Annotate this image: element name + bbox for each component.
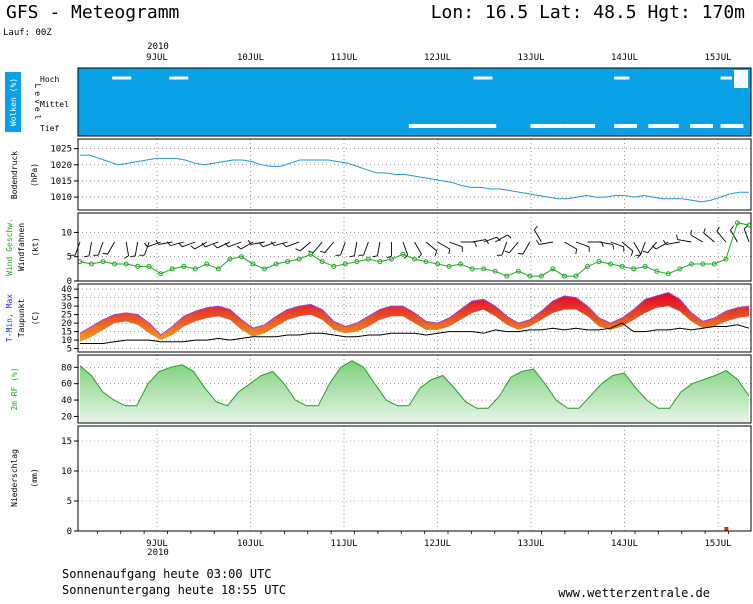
cloud-segment-hoch: [734, 70, 748, 88]
tick-label: 1010: [50, 193, 72, 203]
cloud-panel: Wolken (%) Level Hoch Mittel Tief: [5, 68, 751, 136]
site-url: www.wetterzentrale.de: [558, 586, 710, 600]
tick-label: 5: [67, 497, 72, 507]
tick-label: 40: [61, 285, 72, 295]
cloud-segment-tief: [648, 124, 678, 128]
cloud-segment-hoch: [169, 77, 188, 80]
cloud-level-mid: Mittel: [40, 100, 69, 109]
run-label: Lauf: 00Z: [3, 28, 52, 38]
day-label-top: 11JUL: [330, 53, 357, 63]
day-label-bottom: 13JUL: [517, 539, 544, 549]
day-label-top: 12JUL: [424, 53, 451, 63]
cloud-segment-hoch: [112, 77, 131, 80]
day-label-bottom: 10JUL: [237, 539, 264, 549]
tick-label: 15: [61, 437, 72, 447]
tick-label: 40: [61, 396, 72, 406]
wind-unit: (kt): [31, 237, 40, 256]
day-label-top: 15JUL: [704, 53, 731, 63]
tick-label: 80: [61, 363, 72, 373]
tick-label: 5: [67, 253, 72, 263]
tick-label: 0: [67, 527, 72, 537]
chart-title: GFS - Meteogramm: [6, 2, 179, 23]
cloud-segment-hoch: [614, 77, 629, 80]
humidity-ylabel: 2m RF (%): [10, 367, 19, 410]
year-top: 2010: [147, 42, 169, 52]
day-label-top: 13JUL: [517, 53, 544, 63]
cloud-segment-tief: [443, 124, 458, 128]
tick-label: 60: [61, 380, 72, 390]
year-bottom: 2010: [147, 548, 169, 558]
cloud-level-high: Hoch: [40, 75, 59, 84]
pressure-ylabel: Bodendruck: [10, 151, 19, 199]
pressure-unit: (hPa): [30, 163, 39, 187]
cloud-segment-tief: [458, 124, 496, 128]
tick-label: 10: [61, 228, 72, 238]
day-label-bottom: 11JUL: [330, 539, 357, 549]
precip-unit: (mm): [30, 468, 39, 487]
cloud-segment-tief: [614, 124, 637, 128]
day-label-bottom: 9JUL: [146, 539, 168, 549]
wind-ylabel2: Windfahnen: [17, 223, 26, 271]
tick-label: 10: [61, 467, 72, 477]
tick-label: 1025: [50, 145, 72, 155]
precipitation-bar: [724, 527, 728, 531]
temp-unit: (C): [31, 311, 40, 325]
cloud-ylabel: Wolken (%): [9, 78, 18, 126]
day-label-top: 9JUL: [146, 53, 168, 63]
cloud-segment-hoch: [473, 77, 492, 80]
tick-label: 1015: [50, 177, 72, 187]
cloud-segment-tief: [690, 124, 713, 128]
day-label-top: 14JUL: [611, 53, 638, 63]
tick-label: 20: [61, 412, 72, 422]
cloud-segment-tief: [721, 124, 744, 128]
day-label-bottom: 15JUL: [704, 539, 731, 549]
cloud-segment-hoch: [721, 77, 732, 80]
cloud-segment-tief: [530, 124, 564, 128]
precip-ylabel: Niederschlag: [10, 449, 19, 507]
sunset-text: Sonnenuntergang heute 18:55 UTC: [62, 583, 286, 597]
precipitation-bars: [724, 527, 728, 531]
cloud-level-low: Tief: [40, 124, 59, 133]
day-label-bottom: 14JUL: [611, 539, 638, 549]
sunrise-text: Sonnenaufgang heute 03:00 UTC: [62, 567, 272, 581]
day-label-top: 10JUL: [237, 53, 264, 63]
wind-ylabel: Wind Geschw.: [5, 218, 14, 276]
location-info: Lon: 16.5 Lat: 48.5 Hgt: 170m: [431, 2, 745, 23]
temp-ylabel2: Taupunkt: [17, 299, 26, 338]
day-label-bottom: 12JUL: [424, 539, 451, 549]
cloud-segment-tief: [409, 124, 443, 128]
temp-ylabel: T-Min, Max: [5, 294, 14, 342]
tick-label: 1020: [50, 161, 72, 171]
cloud-segment-tief: [565, 124, 595, 128]
